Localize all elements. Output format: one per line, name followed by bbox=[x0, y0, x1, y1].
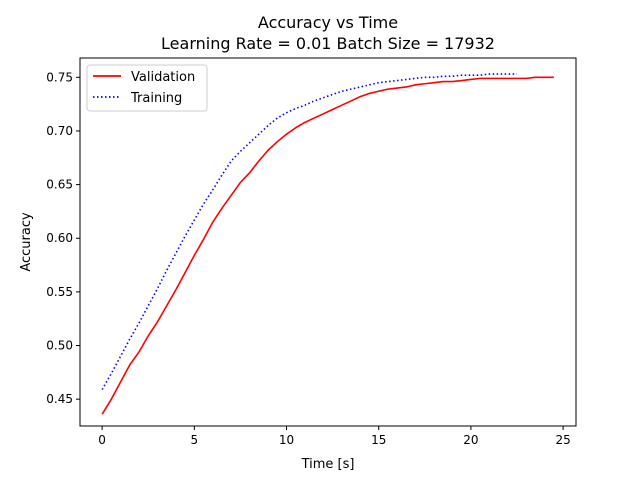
legend: Validation Training bbox=[86, 64, 208, 112]
y-tick-label: 0.70 bbox=[46, 124, 73, 138]
x-tick-label: 5 bbox=[190, 433, 198, 447]
y-tick-label: 0.60 bbox=[46, 231, 73, 245]
y-axis-label: Accuracy bbox=[19, 212, 34, 272]
x-axis-label: Time [s] bbox=[301, 457, 355, 472]
y-tick-label: 0.55 bbox=[46, 285, 73, 299]
y-axis: 0.45 0.50 0.55 0.60 0.65 0.70 0.75 bbox=[46, 70, 80, 406]
y-tick-label: 0.75 bbox=[46, 70, 73, 84]
series-line-training bbox=[101, 73, 517, 390]
series-layer bbox=[101, 73, 554, 415]
chart-subtitle: Learning Rate = 0.01 Batch Size = 17932 bbox=[161, 34, 495, 53]
y-tick-label: 0.50 bbox=[46, 339, 73, 353]
x-axis: 0 5 10 15 20 25 bbox=[98, 426, 571, 447]
x-tick-label: 25 bbox=[555, 433, 570, 447]
x-tick-label: 10 bbox=[279, 433, 294, 447]
y-tick-label: 0.45 bbox=[46, 392, 73, 406]
x-tick-label: 0 bbox=[98, 433, 106, 447]
series-line-validation bbox=[101, 76, 554, 415]
x-tick-label: 15 bbox=[371, 433, 386, 447]
legend-label-validation: Validation bbox=[131, 70, 195, 85]
y-tick-label: 0.65 bbox=[46, 178, 73, 192]
legend-label-training: Training bbox=[130, 91, 182, 106]
x-tick-label: 20 bbox=[463, 433, 478, 447]
chart-title: Accuracy vs Time bbox=[258, 13, 398, 32]
plot-frame bbox=[79, 57, 577, 427]
